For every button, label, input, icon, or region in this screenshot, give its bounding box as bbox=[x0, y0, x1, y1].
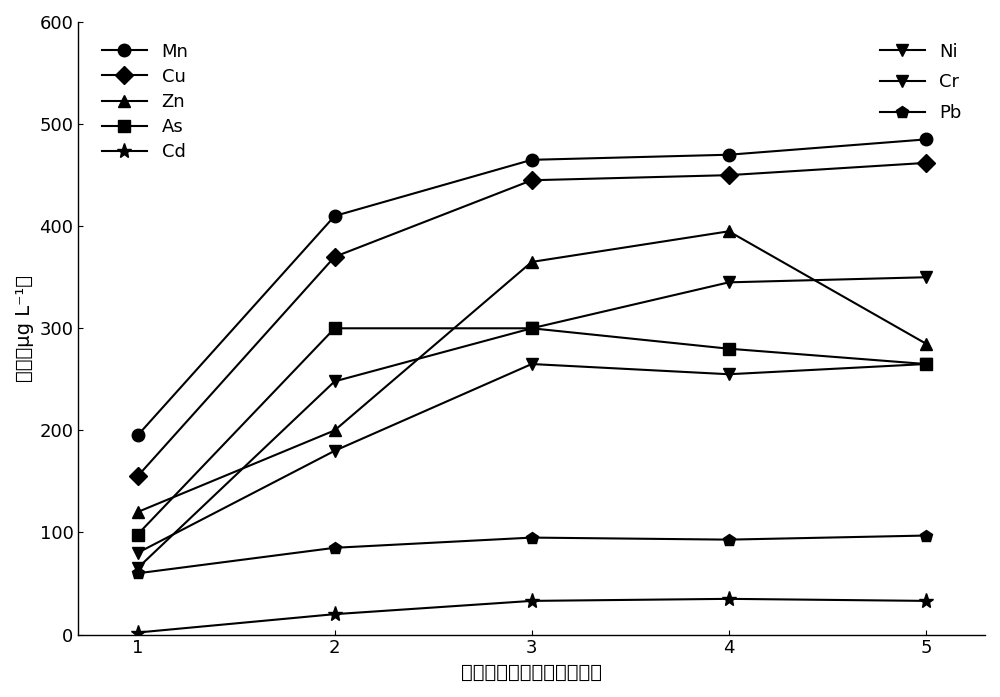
X-axis label: 在水体中放置的时间（天）: 在水体中放置的时间（天） bbox=[461, 663, 602, 682]
Legend: Ni, Cr, Pb: Ni, Cr, Pb bbox=[874, 37, 967, 128]
Y-axis label: 浓度（μg L⁻¹）: 浓度（μg L⁻¹） bbox=[15, 275, 34, 382]
